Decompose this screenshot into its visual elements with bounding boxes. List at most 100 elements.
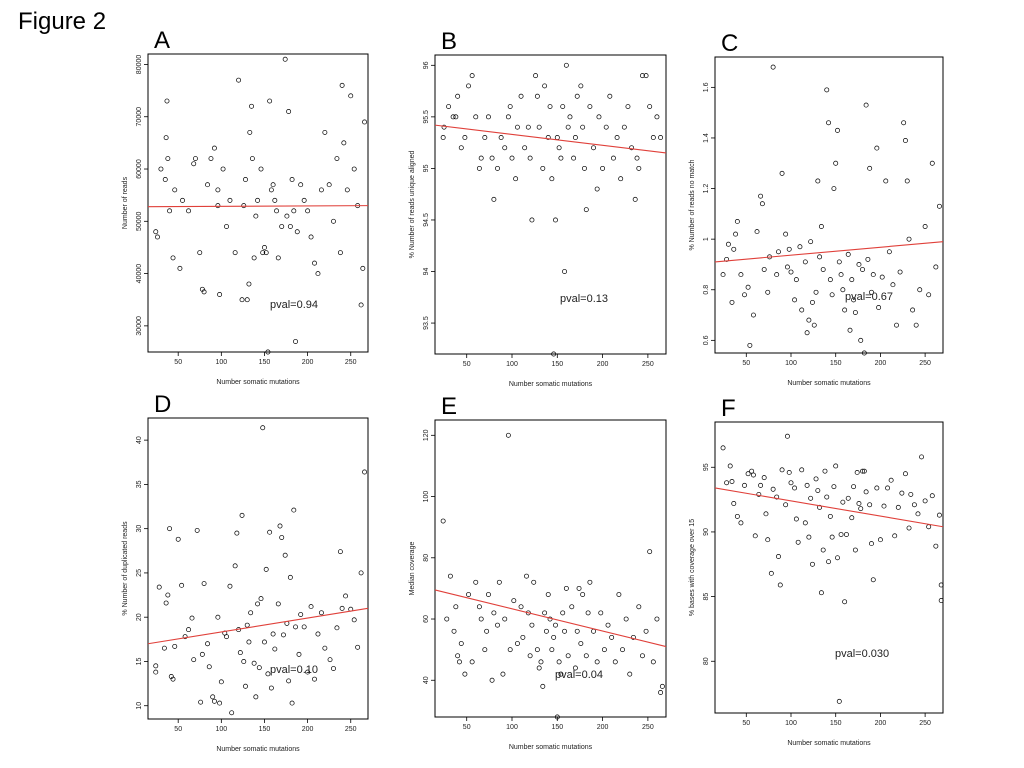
data-point <box>447 573 453 579</box>
data-point <box>462 135 468 140</box>
data-point <box>165 156 171 162</box>
data-point <box>793 516 799 522</box>
data-point <box>274 208 279 214</box>
data-point <box>810 299 815 305</box>
data-point <box>822 468 828 474</box>
data-point <box>852 547 858 553</box>
data-point <box>870 577 876 583</box>
data-point <box>750 472 756 478</box>
data-point <box>279 224 285 229</box>
data-point <box>765 537 771 543</box>
data-point <box>591 145 596 151</box>
data-point <box>491 196 497 202</box>
data-point <box>738 520 744 526</box>
data-point <box>634 155 640 161</box>
data-point <box>919 454 924 460</box>
data-point <box>890 282 896 288</box>
data-point <box>239 512 245 518</box>
data-point <box>869 541 874 547</box>
data-point <box>630 634 636 640</box>
data-point <box>244 297 250 303</box>
data-point <box>229 710 235 716</box>
data-point <box>514 641 520 646</box>
data-point <box>476 604 482 610</box>
data-point <box>845 251 851 257</box>
data-point <box>756 491 762 497</box>
y-tick-label: 1 <box>703 237 710 241</box>
data-point <box>351 617 357 623</box>
y-tick-label: 35 <box>136 480 143 488</box>
data-point <box>197 250 203 256</box>
data-point <box>502 145 508 151</box>
x-axis-label: Number somatic mutations <box>216 746 300 753</box>
plot-frame <box>147 53 369 353</box>
data-point <box>268 187 274 193</box>
data-point <box>518 93 524 99</box>
data-point <box>267 529 273 535</box>
data-point <box>538 659 544 665</box>
data-point <box>536 665 542 671</box>
data-point <box>806 534 812 540</box>
data-point <box>453 114 459 120</box>
data-point <box>262 244 267 250</box>
data-point <box>194 527 200 533</box>
data-point <box>201 289 207 295</box>
data-point <box>153 229 159 235</box>
data-point <box>724 480 730 486</box>
data-point <box>877 537 883 543</box>
y-tick-label: 1.2 <box>703 184 710 194</box>
data-point <box>856 501 862 506</box>
data-point <box>774 272 780 278</box>
data-point <box>326 182 332 188</box>
data-point <box>153 663 159 669</box>
data-point <box>360 265 366 271</box>
data-point <box>341 140 347 146</box>
data-point <box>453 604 459 610</box>
regression-line <box>147 205 369 208</box>
data-point <box>659 683 665 689</box>
data-point <box>827 277 833 283</box>
y-tick-label: 95 <box>703 463 710 471</box>
data-point <box>542 83 548 89</box>
data-point <box>199 651 205 657</box>
data-point <box>236 77 242 83</box>
panel-a: A 50 100 150 200 250 30000 40000 50000 60000 70000… <box>122 27 380 386</box>
data-point <box>578 641 584 646</box>
data-point <box>500 671 506 677</box>
data-point <box>275 255 281 261</box>
data-point <box>525 124 531 130</box>
data-point <box>249 156 255 162</box>
data-point <box>244 622 250 628</box>
data-point <box>824 87 830 93</box>
data-point <box>802 259 808 265</box>
data-point <box>793 277 799 283</box>
data-point <box>601 647 607 653</box>
data-point <box>205 182 210 188</box>
data-point <box>298 612 304 617</box>
data-point <box>902 471 908 477</box>
data-point <box>596 114 602 120</box>
data-point <box>860 267 865 272</box>
data-point <box>774 494 780 500</box>
x-tick-label: 200 <box>875 360 887 367</box>
data-point <box>758 482 764 488</box>
data-point <box>205 641 210 647</box>
data-point <box>337 250 343 256</box>
data-point <box>482 135 488 140</box>
x-tick-label: 100 <box>506 724 518 731</box>
data-point <box>913 322 919 328</box>
data-point <box>938 598 944 603</box>
data-point <box>565 653 571 659</box>
data-point <box>883 178 889 184</box>
y-tick-label: 30000 <box>136 316 143 336</box>
data-point <box>466 83 471 89</box>
data-point <box>886 249 892 255</box>
data-point <box>734 218 740 224</box>
data-point <box>514 124 520 130</box>
data-point <box>491 610 497 616</box>
data-point <box>277 523 283 529</box>
data-point <box>224 224 229 229</box>
data-point <box>260 250 266 256</box>
pval-annotation: pval=0.04 <box>555 669 603 681</box>
scatter-plot-d: D 50 100 150 200 250 10 15 20 25 30 35 40 Number soma… <box>122 391 369 753</box>
